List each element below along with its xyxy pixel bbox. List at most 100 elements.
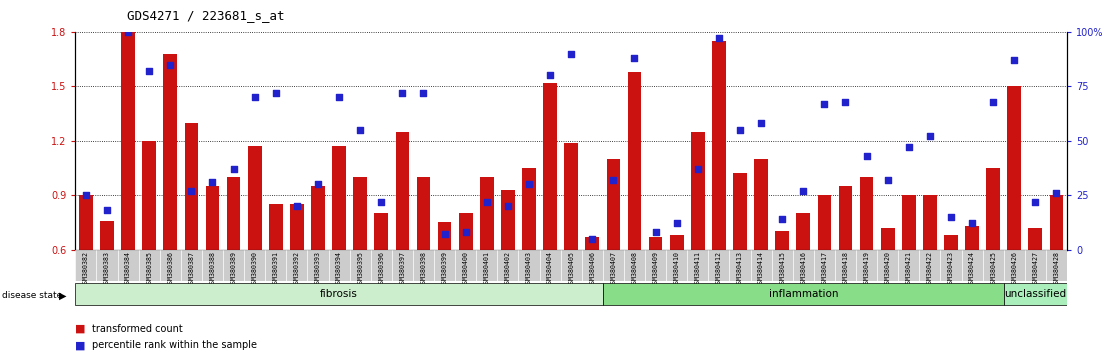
Point [900,144,917,150]
Bar [818,195,831,250]
Point [456,229,474,235]
Bar [813,250,835,281]
Text: GSM380387: GSM380387 [188,251,194,287]
Bar [497,250,519,281]
Text: ▶: ▶ [59,291,66,301]
Point [1047,190,1065,196]
Text: GSM380402: GSM380402 [505,251,511,287]
Text: GSM380399: GSM380399 [442,251,448,287]
Bar [353,177,367,250]
Text: GSM380428: GSM380428 [1054,251,1059,287]
Bar [923,195,936,250]
Bar [962,250,983,281]
Bar [522,168,536,250]
Point [815,101,833,107]
Bar [248,146,261,250]
Point [414,90,432,96]
Bar [329,250,350,281]
Bar [269,204,283,250]
Bar [138,250,160,281]
Point [478,199,495,205]
Point [225,166,243,172]
Bar [307,250,329,281]
Point [773,216,791,222]
Bar [792,250,813,281]
Bar [350,250,371,281]
Text: GSM380383: GSM380383 [104,251,110,287]
Point [435,232,453,237]
Text: fibrosis: fibrosis [320,289,358,299]
Text: GSM380405: GSM380405 [568,251,574,287]
Point [731,127,749,133]
Bar [332,146,346,250]
Text: GSM380393: GSM380393 [315,251,321,287]
Point [562,51,581,57]
Point [626,55,644,61]
Point [330,94,348,100]
Point [879,177,896,183]
Bar [776,232,789,250]
Point [393,90,411,96]
Bar [902,195,915,250]
Point [183,188,201,194]
Text: GSM380410: GSM380410 [674,251,679,287]
Bar [899,250,920,281]
Text: GSM380392: GSM380392 [294,251,300,287]
Bar [142,141,156,250]
Bar [585,237,599,250]
Text: GSM380385: GSM380385 [146,251,152,287]
Bar [417,177,430,250]
Text: GSM380424: GSM380424 [970,251,975,287]
Bar [920,250,941,281]
Bar [606,159,620,250]
Text: GSM380382: GSM380382 [83,251,89,287]
Bar [564,143,578,250]
Point [267,90,285,96]
Text: unclassified: unclassified [1004,289,1066,299]
Point [963,221,981,226]
Bar [666,250,687,281]
Text: GSM380388: GSM380388 [209,251,215,287]
Text: GSM380403: GSM380403 [526,251,532,287]
Point [942,214,960,220]
Bar [986,168,1001,250]
Bar [755,159,768,250]
Text: disease state: disease state [2,291,62,300]
Text: GSM380418: GSM380418 [842,251,849,287]
Text: GSM380408: GSM380408 [632,251,637,287]
Bar [965,226,978,250]
Text: GSM380397: GSM380397 [399,251,406,287]
Bar [944,235,957,250]
Point [120,29,137,35]
Bar [265,250,286,281]
Bar [413,250,434,281]
Bar [75,282,603,305]
Bar [561,250,582,281]
Bar [878,250,899,281]
Point [162,62,179,67]
Bar [519,250,540,281]
Bar [459,213,472,250]
Point [668,221,686,226]
Point [1005,57,1023,63]
Bar [839,186,852,250]
Bar [1046,250,1067,281]
Bar [1007,86,1022,250]
Bar [244,250,265,281]
Bar [687,250,708,281]
Text: GSM380411: GSM380411 [695,251,700,287]
Text: GSM380414: GSM380414 [758,251,765,287]
Point [752,120,770,126]
Bar [1025,250,1046,281]
Text: GSM380415: GSM380415 [779,251,786,287]
Bar [881,228,894,250]
Point [499,203,516,209]
Point [520,182,537,187]
Text: GSM380396: GSM380396 [378,251,384,287]
Bar [117,250,138,281]
Bar [691,132,705,250]
Point [246,94,264,100]
Text: ■: ■ [75,324,85,333]
Text: GSM380401: GSM380401 [484,251,490,287]
Bar [603,250,624,281]
